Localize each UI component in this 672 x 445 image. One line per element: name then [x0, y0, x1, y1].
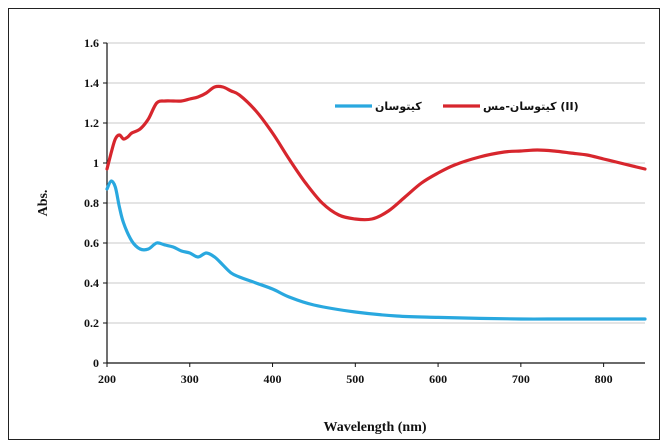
series-line-1 [105, 84, 647, 222]
legend-label-0: کیتوسان [375, 100, 422, 113]
x-tick-label: 500 [346, 372, 364, 386]
grid-lines [107, 42, 645, 324]
y-tick-label: 1 [93, 156, 99, 170]
y-tick-label: 0.8 [84, 196, 99, 210]
chart-frame [8, 8, 660, 440]
y-axis-title: Abs. [36, 190, 51, 217]
y-tick-label: 1.6 [84, 36, 99, 50]
x-tick-label: 400 [264, 372, 282, 386]
x-tick-label: 600 [429, 372, 447, 386]
x-tick-labels: 200 300 400 500 600 700 800 [98, 363, 613, 386]
legend-label-1: کیتوسان-مس (II) [483, 100, 579, 113]
y-tick-label: 0.2 [84, 316, 99, 330]
series-line-0 [105, 179, 647, 321]
x-axis-title: Wavelength (nm) [323, 420, 426, 435]
x-tick-label: 200 [98, 372, 116, 386]
y-tick-label: 1.2 [84, 116, 99, 130]
x-tick-label: 700 [512, 372, 530, 386]
y-tick-label: 0 [93, 356, 99, 370]
y-tick-labels: 0 0.2 0.4 0.6 0.8 1 1.2 1.4 1.6 [84, 36, 107, 370]
x-tick-label: 800 [595, 372, 613, 386]
x-tick-label: 300 [181, 372, 199, 386]
series-lines [105, 84, 647, 321]
legend: کیتوسان کیتوسان-مس (II) [335, 100, 579, 113]
y-tick-label: 1.4 [84, 76, 99, 90]
y-tick-label: 0.4 [84, 276, 99, 290]
y-tick-label: 0.6 [84, 236, 99, 250]
